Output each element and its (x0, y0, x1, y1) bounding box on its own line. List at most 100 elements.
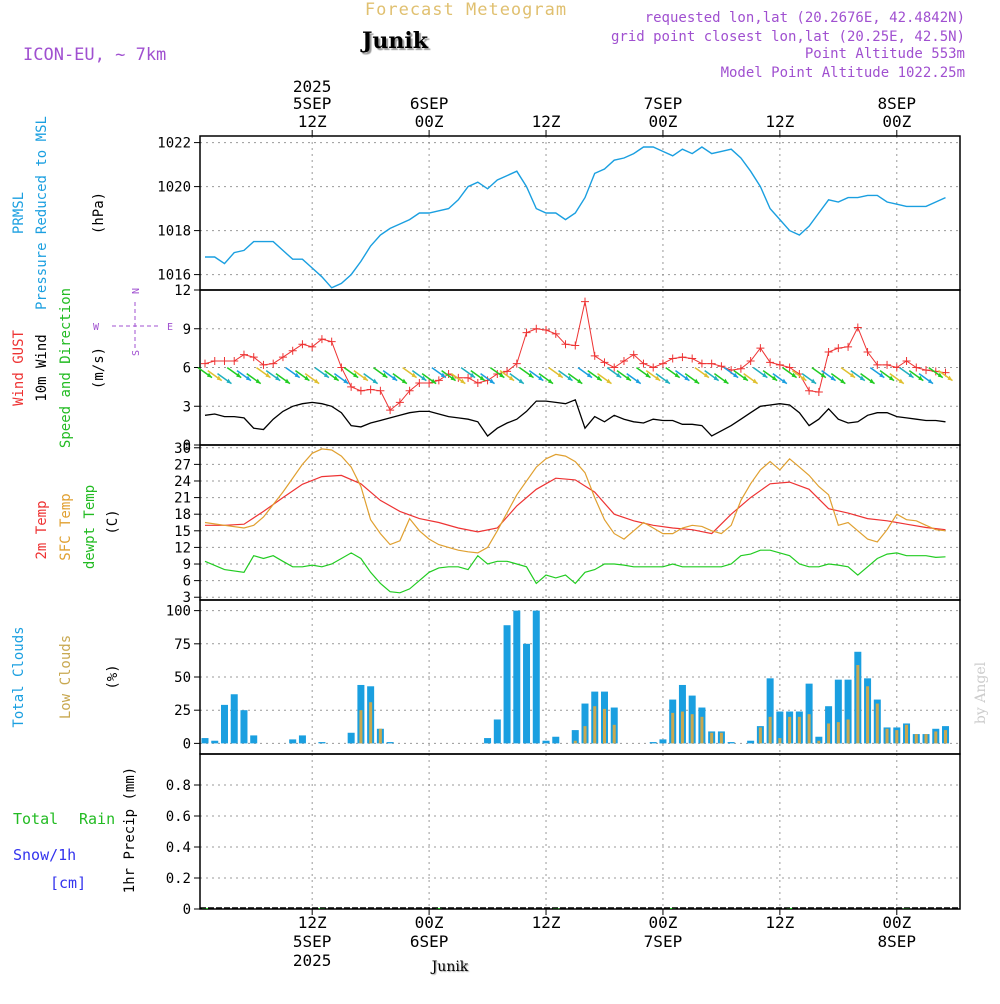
compass-w: W (93, 322, 100, 333)
top-tick-label: 00Z (882, 112, 911, 131)
wind-arrowhead (908, 372, 914, 378)
wind-arrowhead (323, 372, 329, 378)
wind-arrowhead (635, 378, 641, 384)
wind-arrowhead (431, 378, 437, 384)
wind-arrowhead (538, 375, 544, 381)
y-tick-label: 1020 (157, 180, 191, 196)
footer-location: Junik (430, 959, 469, 975)
low-cloud-bar (680, 711, 684, 744)
wind-arrowhead (577, 378, 583, 384)
total-cloud-bar (298, 735, 306, 744)
wind-speed-line (204, 398, 946, 437)
total-cloud-bar (552, 736, 560, 744)
low-cloud-bar (719, 732, 723, 744)
gust-marker (785, 363, 794, 372)
gust-marker (619, 357, 628, 366)
wind-arrowhead (245, 375, 251, 381)
wind-speed-dir-label: Speed and Direction (58, 288, 74, 448)
gust-marker (600, 358, 609, 367)
top-tick-label: 12Z (765, 112, 794, 131)
temp2m-line (205, 474, 946, 535)
y-tick-label: 75 (174, 637, 191, 653)
bottom-tick-label: 5SEP (293, 932, 332, 951)
bottom-tick-label: 7SEP (644, 932, 683, 951)
wind-arrowhead (723, 378, 729, 384)
bottom-tick-label: 00Z (648, 913, 677, 932)
y-tick-label: 0.6 (166, 809, 191, 825)
low-cloud-bar (359, 710, 363, 744)
gust-marker (210, 357, 219, 366)
wind-arrowhead (762, 372, 768, 378)
wind-arrowhead (333, 375, 339, 381)
gust-marker (912, 363, 921, 372)
wind-arrowhead (440, 372, 446, 378)
point-altitude: Point Altitude 553m (805, 46, 965, 62)
gust-marker (805, 386, 814, 395)
low-cloud-bar (895, 730, 899, 744)
wind-arrowhead (284, 378, 290, 384)
gust-marker (688, 354, 697, 363)
wind-arrowhead (655, 375, 661, 381)
wind-arrowhead (811, 378, 817, 384)
gust-marker (542, 326, 551, 335)
gust-marker (259, 360, 268, 369)
gust-marker (347, 382, 356, 391)
low-cloud-bar (758, 727, 762, 744)
y-tick-label: 0.4 (166, 840, 191, 856)
gust-marker (922, 366, 931, 375)
y-tick-label: 18 (174, 507, 191, 523)
y-tick-label: 3 (183, 399, 191, 415)
low-cloud-bar (914, 734, 918, 744)
wind-arrowhead (411, 372, 417, 378)
low-cloud-bar (797, 716, 801, 744)
y-tick-label: 6 (183, 574, 191, 590)
low-cloud-bar (778, 738, 782, 744)
total-cloud-bar (484, 738, 492, 744)
wind-arrowhead (528, 372, 534, 378)
dewpt-label: dewpt Temp (82, 485, 98, 569)
pressure-msl-label: Pressure Reduced to MSL (34, 116, 50, 310)
gust-marker (269, 359, 278, 368)
gust-marker (766, 358, 775, 367)
gust-marker (298, 340, 307, 349)
gust-marker (239, 350, 248, 359)
chart-title: Forecast Meteogram (365, 0, 567, 20)
y-tick-label: 100 (166, 604, 191, 620)
model-altitude: Model Point Altitude 1022.25m (721, 65, 965, 81)
snow-unit-label: [cm] (50, 874, 86, 892)
precip-panel (199, 753, 961, 910)
total-cloud-bar (240, 710, 248, 744)
gust-marker (814, 388, 823, 397)
total-cloud-bar (532, 610, 540, 744)
gust-marker (376, 386, 385, 395)
total-cloud-bar (766, 678, 774, 744)
wind-arrowhead (557, 372, 563, 378)
low-cloud-bar (700, 716, 704, 744)
gust-marker (639, 359, 648, 368)
gust-marker (415, 379, 424, 387)
y-tick-label: 1016 (157, 268, 191, 284)
gust-marker (581, 297, 589, 306)
gust-marker (863, 348, 872, 356)
gust-marker (386, 406, 395, 415)
wind-arrowhead (742, 375, 748, 381)
total-label: Total (13, 810, 58, 828)
wind-arrowhead (733, 372, 739, 378)
y-tick-label: 21 (174, 491, 191, 507)
low-cloud-bar (807, 714, 811, 744)
low-cloud-bar (602, 708, 606, 744)
wind-arrowhead (859, 375, 865, 381)
total-cloud-bar (347, 732, 355, 744)
gust-marker (327, 337, 336, 346)
gust-marker (629, 350, 638, 359)
wind-arrowhead (226, 378, 232, 384)
wind-arrowhead (616, 372, 622, 378)
wind-arrowhead (314, 378, 320, 384)
sfc-temp-label: SFC Temp (58, 493, 74, 560)
gust-marker (356, 386, 365, 395)
total-cloud-bar (815, 736, 823, 744)
total-cloud-bar (523, 643, 531, 744)
top-tick-label: 8SEP (878, 94, 917, 113)
